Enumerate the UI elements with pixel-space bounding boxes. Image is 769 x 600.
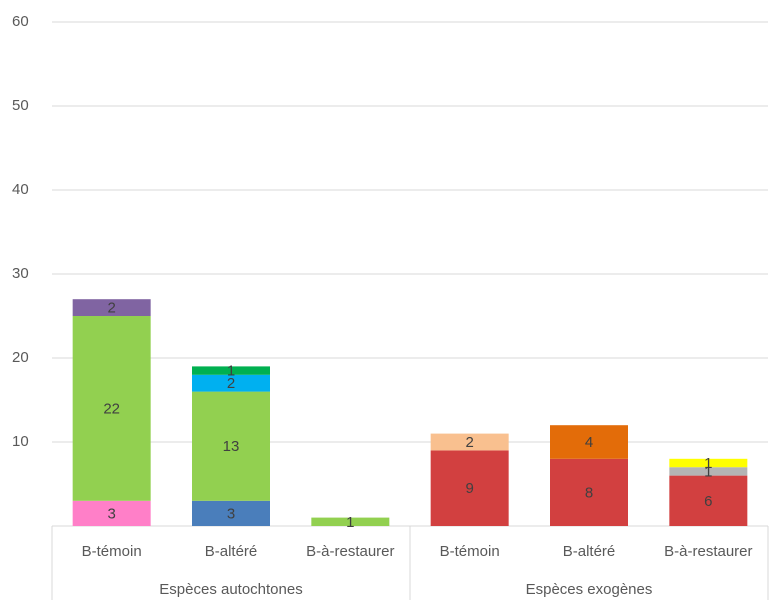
bar-segment xyxy=(430,433,509,451)
data-label: 2 xyxy=(465,434,473,451)
bar-segment xyxy=(192,374,270,392)
data-label: 3 xyxy=(227,505,235,522)
y-tick-label: 30 xyxy=(12,265,29,282)
bar-segment xyxy=(669,475,748,526)
data-label: 1 xyxy=(346,514,354,531)
data-label: 22 xyxy=(103,400,120,417)
data-label: 8 xyxy=(585,484,593,501)
y-tick-label: 40 xyxy=(12,181,29,198)
x-tick-label: B-altéré xyxy=(205,543,258,560)
bar-segment xyxy=(72,500,151,526)
y-tick-label: 10 xyxy=(12,433,29,450)
bar-segment xyxy=(669,467,748,476)
x-tick-label: B-à-restaurer xyxy=(306,543,394,560)
group-label: Espèces autochtones xyxy=(159,581,302,598)
data-label: 2 xyxy=(227,375,235,392)
bar-segment xyxy=(192,500,270,526)
bar-segment xyxy=(192,366,270,375)
x-tick-label: B-à-restaurer xyxy=(664,543,752,560)
bar-segment xyxy=(550,458,628,526)
x-tick-label: B-témoin xyxy=(440,543,500,560)
data-label: 1 xyxy=(704,463,712,480)
bar-segment xyxy=(72,316,151,501)
bar-segment xyxy=(669,458,748,468)
bar-segment xyxy=(72,299,151,316)
y-tick-label: 60 xyxy=(12,13,29,30)
data-label: 13 xyxy=(223,438,240,455)
data-label: 2 xyxy=(107,300,115,317)
x-tick-label: B-altéré xyxy=(563,543,616,560)
bar-segment xyxy=(192,391,270,501)
group-label: Espèces exogènes xyxy=(526,581,653,598)
bar-segment xyxy=(430,450,509,526)
y-tick-label: 20 xyxy=(12,349,29,366)
data-label: 9 xyxy=(465,480,473,497)
bar-segment xyxy=(311,517,390,526)
data-label: 1 xyxy=(704,455,712,472)
y-tick-label: 50 xyxy=(12,97,29,114)
data-label: 3 xyxy=(107,505,115,522)
data-label: 6 xyxy=(704,493,712,510)
bar-segment xyxy=(550,425,628,459)
data-label: 4 xyxy=(585,434,593,451)
x-tick-label: B-témoin xyxy=(82,543,142,560)
data-label: 1 xyxy=(227,363,235,380)
